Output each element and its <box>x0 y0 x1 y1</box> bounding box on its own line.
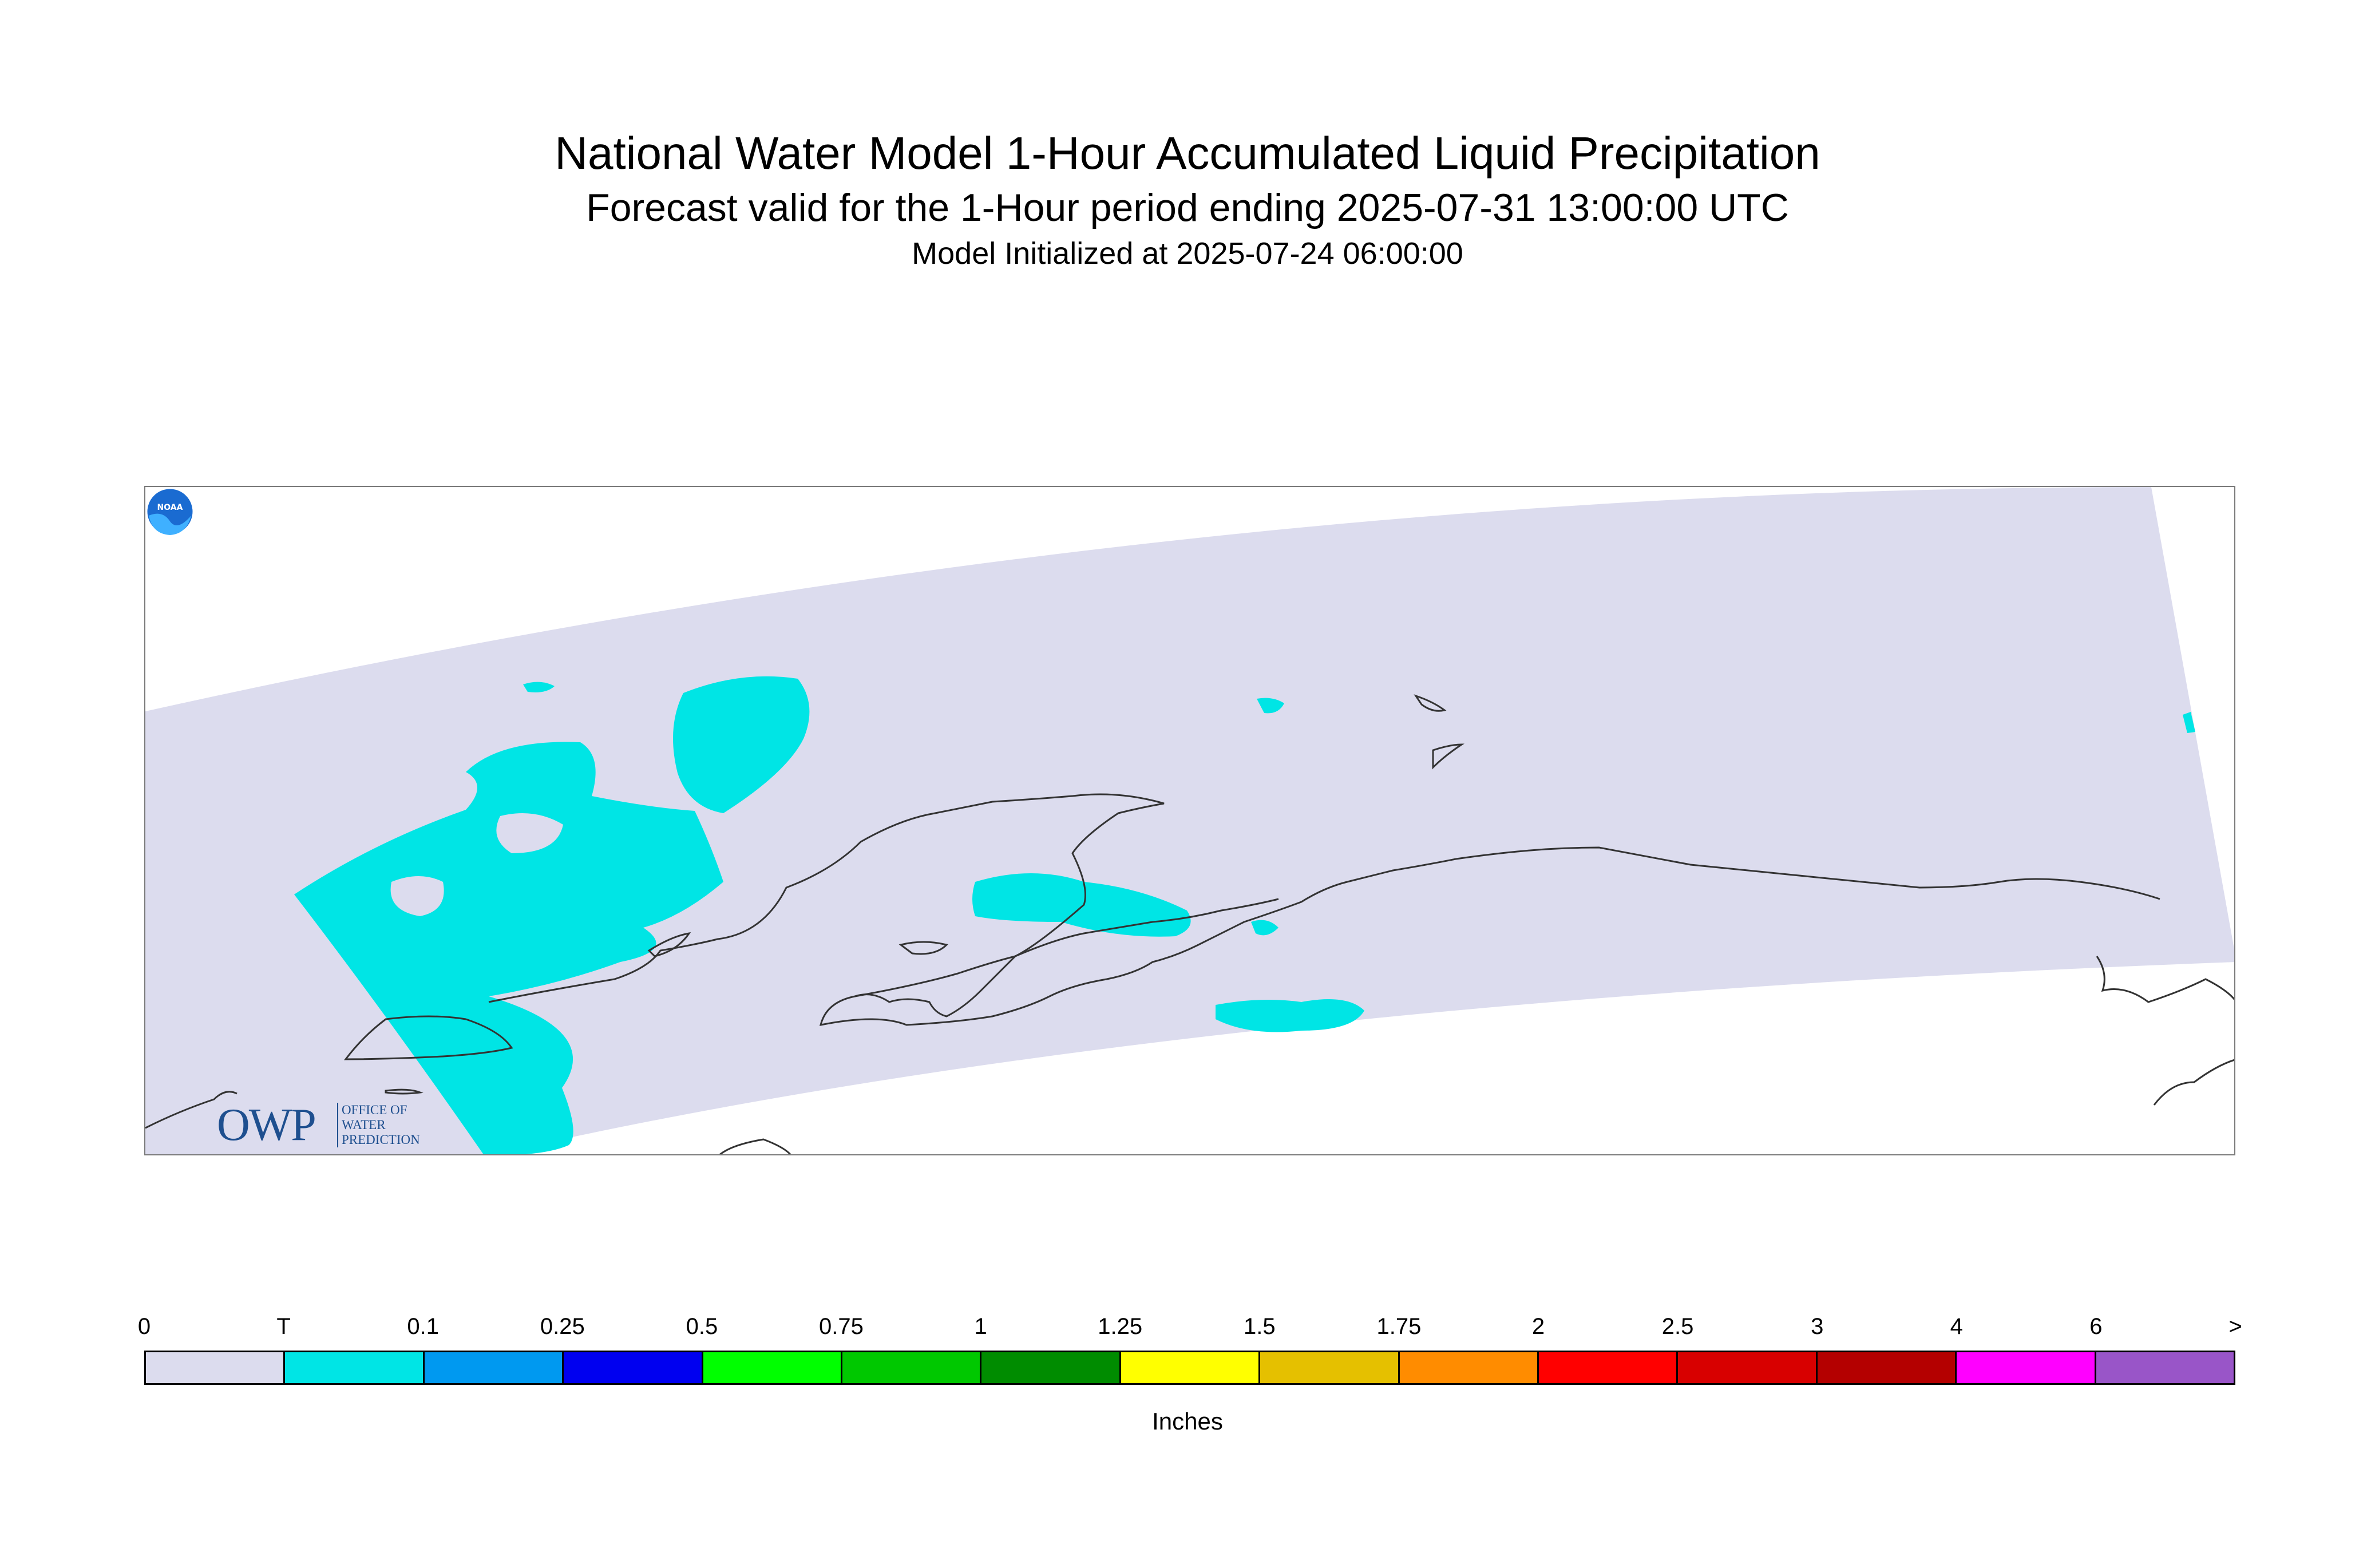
legend-tick-label: 0.1 <box>407 1314 439 1339</box>
coastline-mainland <box>488 793 2160 1026</box>
legend-tick-label: 1.75 <box>1376 1314 1422 1339</box>
legend-color-bin <box>1260 1352 1400 1383</box>
legend-tick-labels: 0 T 0.1 0.25 0.5 0.75 1 1.25 1.5 1.75 2 2.5 3 4 6 > <box>138 1314 2242 1343</box>
legend-color-bin <box>1121 1352 1261 1383</box>
legend-color-bin <box>1817 1352 1957 1383</box>
legend-color-bin <box>2096 1352 2234 1383</box>
precip-area-edge <box>2183 712 2195 733</box>
dry-pocket-2 <box>496 813 563 853</box>
legend-tick-label: 3 <box>1811 1314 1824 1339</box>
coastline-island-2 <box>647 932 691 957</box>
map-title: National Water Model 1-Hour Accumulated … <box>555 128 1820 179</box>
legend-color-bin <box>146 1352 286 1383</box>
coastline-west-bottom <box>145 1091 238 1129</box>
legend-color-bin <box>1539 1352 1679 1383</box>
legend-tick-label: 0.75 <box>819 1314 864 1339</box>
forecast-valid-subtitle: Forecast valid for the 1-Hour period end… <box>586 186 1789 229</box>
legend-color-bin <box>1678 1352 1818 1383</box>
coastline-east <box>2096 956 2234 1003</box>
owp-logo-text: OWP <box>217 1100 316 1150</box>
precip-area-south <box>1216 999 1364 1032</box>
precip-area-small-1 <box>523 682 555 692</box>
legend-units-label: Inches <box>1152 1408 1223 1435</box>
color-legend-bar <box>144 1351 2235 1385</box>
owp-logo-subtext: OFFICE OF WATER PREDICTION <box>337 1103 439 1147</box>
dry-pockets <box>390 813 563 916</box>
legend-tick-label: 4 <box>1950 1314 1963 1339</box>
precip-area-north <box>673 676 810 813</box>
precip-area-small-2 <box>1257 698 1284 714</box>
coastline-bottom <box>719 1138 791 1154</box>
legend-color-bin <box>1399 1352 1539 1383</box>
legend-color-bin <box>564 1352 703 1383</box>
coastline-island-4 <box>1432 743 1464 770</box>
legend-tick-label: > <box>2228 1314 2242 1339</box>
coastline-peninsula <box>854 898 1279 997</box>
legend-tick-label: T <box>276 1314 291 1339</box>
coastline-east-2 <box>2153 1059 2234 1106</box>
legend-color-bin <box>981 1352 1121 1383</box>
legend-tick-label: 0.5 <box>686 1314 718 1339</box>
precip-area-west <box>294 742 723 1154</box>
legend-color-bin <box>285 1352 425 1383</box>
map-canvas <box>145 487 2234 1154</box>
legend-color-bin <box>424 1352 564 1383</box>
precip-area-central <box>972 873 1191 937</box>
model-init-text: Model Initialized at 2025-07-24 06:00:00 <box>912 236 1463 271</box>
legend-tick-label: 1.5 <box>1243 1314 1276 1339</box>
dry-pocket-1 <box>390 876 444 916</box>
coastline-lake <box>343 1015 513 1060</box>
noaa-logo-text: NOAA <box>157 503 183 512</box>
coastlines <box>145 694 2234 1154</box>
precip-trace-areas <box>294 676 2195 1154</box>
legend-tick-label: 0.25 <box>540 1314 585 1339</box>
precip-area-small-3 <box>1251 920 1278 936</box>
coastline-small-island <box>385 1088 423 1095</box>
legend-tick-label: 2 <box>1531 1314 1545 1339</box>
legend-color-bin <box>703 1352 843 1383</box>
coastline-island-3 <box>1414 694 1447 712</box>
legend-tick-label: 1 <box>974 1314 987 1339</box>
legend-color-bin <box>1957 1352 2096 1383</box>
owp-logo: OWP OFFICE OF WATER PREDICTION <box>217 1099 434 1151</box>
model-domain <box>145 487 2234 1154</box>
precipitation-map: OWP OFFICE OF WATER PREDICTION NOAA <box>144 486 2235 1155</box>
noaa-logo: NOAA <box>145 487 195 536</box>
coastline-island-1 <box>898 941 948 955</box>
legend-tick-label: 1.25 <box>1098 1314 1143 1339</box>
legend-tick-label: 0 <box>137 1314 151 1339</box>
legend-tick-label: 6 <box>2089 1314 2103 1339</box>
legend-tick-label: 2.5 <box>1661 1314 1694 1339</box>
legend-color-bin <box>842 1352 982 1383</box>
